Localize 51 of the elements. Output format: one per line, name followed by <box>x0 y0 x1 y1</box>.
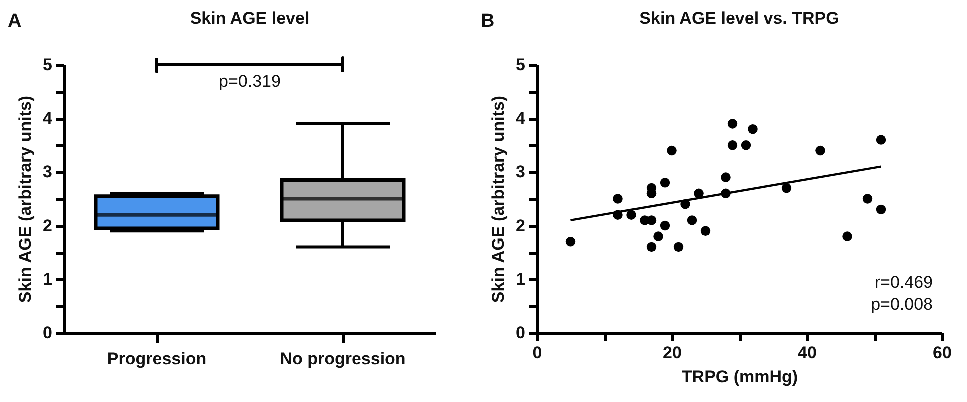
x-tick-label: No progression <box>280 350 406 368</box>
chart-title: Skin AGE level <box>190 9 310 28</box>
x-axis-title: TRPG (mmHg) <box>682 368 798 386</box>
y-axis-title: Skin AGE (arbitrary units) <box>489 96 508 304</box>
y-tick-label: 4 <box>516 109 526 128</box>
x-tick-label: 20 <box>663 344 682 362</box>
x-tick-label: 0 <box>532 344 542 362</box>
point <box>646 216 657 226</box>
point <box>876 204 886 215</box>
y-tick-label: 3 <box>516 162 526 182</box>
y-tick-label: 5 <box>43 56 52 74</box>
point <box>613 194 623 204</box>
text: A <box>8 11 22 32</box>
point <box>667 146 677 156</box>
point <box>660 178 670 188</box>
y-tick-label: 3 <box>43 162 52 182</box>
point <box>741 140 752 150</box>
x-tick-label: 60 <box>933 344 952 362</box>
point <box>626 210 636 220</box>
point <box>728 140 738 150</box>
x-tick-label: Progression <box>107 350 207 368</box>
y-tick-label: 1 <box>516 270 526 289</box>
chart-title: Skin AGE level vs. TRPG <box>640 9 840 28</box>
point <box>842 232 852 242</box>
y-tick-label: 0 <box>516 324 526 342</box>
point <box>674 242 684 252</box>
text: B <box>481 11 495 32</box>
annotation: p=0.319 <box>219 72 281 91</box>
point <box>876 135 886 145</box>
point <box>816 146 826 156</box>
point <box>646 242 657 252</box>
y-tick-label: 2 <box>516 216 526 236</box>
y-tick-label: 2 <box>43 216 52 236</box>
point <box>862 194 873 204</box>
point <box>566 237 576 247</box>
point <box>654 232 664 242</box>
point <box>687 216 698 226</box>
point <box>728 119 738 129</box>
y-axis-title: Skin AGE (arbitrary units) <box>16 96 36 304</box>
point <box>721 172 731 182</box>
x-tick-label: 40 <box>798 344 817 362</box>
y-tick-label: 0 <box>43 324 52 342</box>
point <box>748 124 758 134</box>
point <box>700 226 711 236</box>
y-tick-label: 5 <box>516 56 526 74</box>
point <box>782 183 792 194</box>
y-tick-label: 1 <box>43 270 52 289</box>
point <box>660 220 670 231</box>
annotation: r=0.469 <box>874 273 933 292</box>
y-tick-label: 4 <box>43 109 54 128</box>
annotation: p=0.008 <box>871 295 933 314</box>
